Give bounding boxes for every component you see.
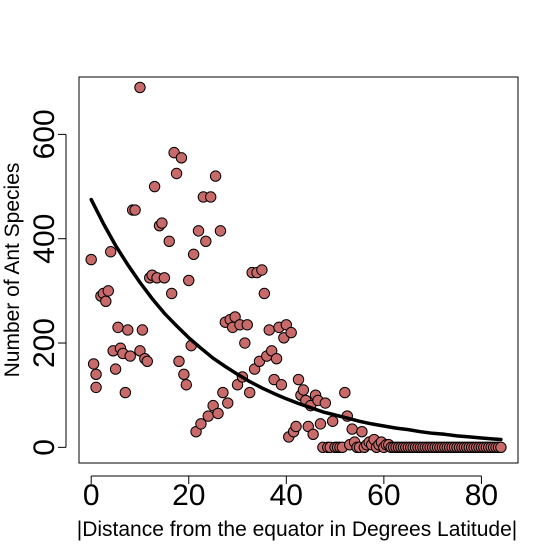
data-point bbox=[178, 368, 190, 381]
x-tick-label: 40 bbox=[270, 479, 303, 512]
plot-frame bbox=[78, 76, 519, 464]
data-point bbox=[124, 350, 136, 362]
data-point bbox=[165, 287, 178, 300]
data-point bbox=[241, 319, 253, 331]
data-points bbox=[85, 81, 507, 454]
data-point bbox=[270, 352, 283, 365]
data-point bbox=[141, 355, 153, 367]
data-point bbox=[173, 355, 185, 367]
data-point bbox=[285, 326, 297, 339]
data-point bbox=[192, 225, 205, 237]
data-point bbox=[109, 363, 122, 375]
y-tick-label: 600 bbox=[28, 109, 61, 159]
data-point bbox=[163, 235, 175, 248]
data-point bbox=[256, 264, 268, 276]
fit-curve bbox=[89, 197, 503, 442]
data-point bbox=[263, 324, 275, 336]
data-point bbox=[244, 386, 256, 399]
data-point bbox=[202, 410, 214, 422]
data-point bbox=[346, 423, 358, 435]
data-point bbox=[100, 295, 112, 307]
data-point bbox=[183, 274, 195, 287]
data-point bbox=[314, 418, 327, 430]
y-axis-title: Number of Ant Species bbox=[1, 163, 24, 378]
data-point bbox=[290, 420, 302, 433]
data-point bbox=[495, 441, 507, 454]
data-point bbox=[217, 386, 229, 399]
data-point bbox=[158, 272, 171, 284]
data-point bbox=[102, 285, 114, 297]
data-point bbox=[90, 368, 102, 381]
data-point bbox=[119, 386, 132, 399]
data-point bbox=[200, 235, 212, 248]
data-point bbox=[156, 217, 168, 229]
data-point bbox=[87, 358, 100, 370]
data-point bbox=[205, 191, 217, 203]
x-tick-label: 0 bbox=[83, 479, 100, 512]
data-point bbox=[356, 426, 368, 438]
data-point bbox=[275, 379, 288, 391]
data-point bbox=[112, 321, 124, 334]
x-axis: 0 20 40 60 80 bbox=[83, 475, 498, 512]
data-point bbox=[319, 397, 332, 409]
data-point bbox=[195, 418, 207, 430]
data-point bbox=[239, 337, 251, 349]
data-point bbox=[129, 204, 141, 216]
data-point bbox=[187, 248, 200, 261]
data-point bbox=[212, 407, 224, 420]
data-point bbox=[105, 246, 117, 258]
x-tick-label: 20 bbox=[172, 479, 205, 512]
x-tick-label: 60 bbox=[367, 479, 400, 512]
data-point bbox=[214, 225, 227, 237]
data-point bbox=[170, 167, 183, 180]
data-point bbox=[90, 381, 102, 394]
data-point bbox=[297, 384, 310, 396]
data-point bbox=[134, 81, 146, 94]
data-point bbox=[339, 386, 351, 399]
x-tick-label: 80 bbox=[465, 479, 498, 512]
data-point bbox=[258, 287, 271, 300]
data-point bbox=[85, 253, 97, 266]
data-point bbox=[292, 373, 305, 386]
y-axis: 0 200 400 600 bbox=[28, 109, 67, 456]
data-point bbox=[180, 379, 193, 391]
data-point bbox=[148, 180, 161, 193]
data-point bbox=[307, 428, 319, 441]
data-point bbox=[136, 324, 149, 336]
data-point bbox=[175, 152, 188, 164]
x-axis-title: |Distance from the equator in Degrees La… bbox=[77, 518, 518, 541]
y-tick-label: 200 bbox=[28, 318, 61, 368]
y-tick-label: 400 bbox=[28, 214, 61, 264]
y-tick-label: 0 bbox=[28, 439, 61, 456]
data-point bbox=[209, 170, 222, 182]
data-point bbox=[326, 415, 339, 427]
data-point bbox=[122, 324, 134, 336]
data-point bbox=[222, 397, 234, 409]
